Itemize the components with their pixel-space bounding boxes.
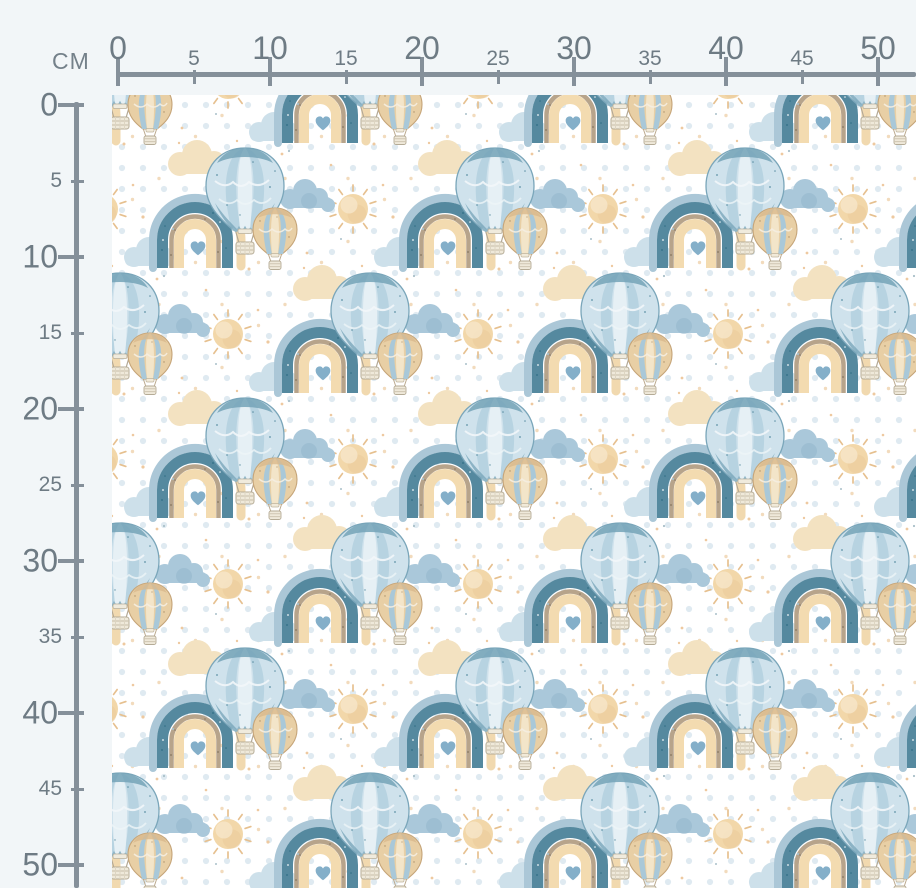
vertical-ruler-line: [74, 102, 79, 888]
ruler-tick-mark: [58, 103, 84, 107]
ruler-tick-label: 0: [109, 30, 127, 66]
ruler-tick-label: 5: [188, 47, 200, 70]
ruler-tick-label: 10: [252, 30, 288, 66]
ruler-tick-label: 50: [860, 30, 896, 66]
fabric-pattern-svg: [112, 95, 916, 888]
ruler-tick-label: 30: [22, 542, 58, 579]
ruler-tick-label: 20: [22, 390, 58, 427]
fabric-swatch: [112, 95, 916, 888]
ruler-tick-label: 15: [334, 47, 358, 70]
ruler-tick-label: 35: [638, 47, 662, 70]
ruler-tick-label: 40: [708, 30, 744, 66]
ruler-tick-label: 20: [404, 30, 440, 66]
ruler-tick-mark: [58, 407, 84, 411]
ruler-tick-label: 10: [22, 238, 58, 275]
horizontal-ruler-line: [116, 72, 916, 77]
ruler-tick-mark: [58, 255, 84, 259]
ruler-tick-label: 50: [22, 846, 58, 883]
ruler-tick-mark: [58, 711, 84, 715]
ruler-tick-label: 30: [556, 30, 592, 66]
ruler-tick-label: 0: [40, 86, 58, 123]
ruler-tick-label: 35: [38, 625, 62, 648]
ruler-tick-label: 15: [38, 321, 62, 344]
ruler-tick-label: 5: [50, 169, 62, 192]
ruler-tick-label: 25: [38, 473, 62, 496]
unit-label: CM: [52, 48, 90, 74]
ruler-tick-label: 25: [486, 47, 510, 70]
ruler-tick-label: 40: [22, 694, 58, 731]
ruler-tick-mark: [58, 559, 84, 563]
ruler-tick-mark: [58, 863, 84, 867]
ruler-tick-label: 45: [38, 777, 62, 800]
ruler-tick-label: 45: [790, 47, 814, 70]
